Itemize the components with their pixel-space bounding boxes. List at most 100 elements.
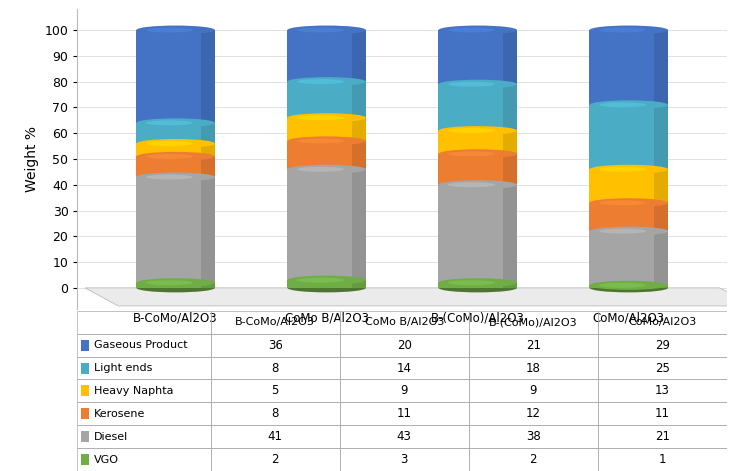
Bar — [503, 130, 517, 154]
Bar — [80, 431, 89, 442]
Bar — [503, 283, 517, 288]
Ellipse shape — [590, 25, 668, 34]
Bar — [210, 334, 339, 357]
Bar — [352, 81, 366, 118]
Bar — [210, 311, 339, 334]
Bar — [590, 169, 668, 203]
Bar — [469, 380, 598, 402]
Bar — [598, 334, 727, 357]
Text: Diesel: Diesel — [94, 432, 128, 442]
Ellipse shape — [438, 25, 517, 34]
Bar — [598, 311, 727, 334]
Bar — [201, 123, 215, 144]
Bar — [598, 357, 727, 380]
Ellipse shape — [137, 118, 215, 127]
Ellipse shape — [146, 280, 193, 285]
Text: 2: 2 — [272, 453, 279, 466]
Ellipse shape — [287, 165, 366, 174]
Bar — [210, 402, 339, 425]
Y-axis label: Weight %: Weight % — [25, 126, 39, 192]
Bar — [590, 30, 668, 105]
Text: CoMo B/Al2O3: CoMo B/Al2O3 — [365, 317, 444, 327]
Bar — [210, 425, 339, 448]
Ellipse shape — [297, 138, 344, 143]
Polygon shape — [85, 288, 738, 306]
Bar — [137, 144, 215, 156]
Ellipse shape — [590, 198, 668, 207]
Text: 13: 13 — [655, 384, 670, 398]
Ellipse shape — [599, 229, 646, 234]
Text: VGO: VGO — [94, 455, 119, 464]
Bar — [77, 402, 210, 425]
Ellipse shape — [438, 149, 517, 158]
Bar — [137, 123, 215, 144]
Ellipse shape — [297, 278, 344, 283]
Ellipse shape — [137, 152, 215, 161]
Text: 1: 1 — [658, 453, 666, 466]
Text: 38: 38 — [526, 430, 541, 443]
Bar — [77, 425, 210, 448]
Bar — [590, 231, 668, 285]
Bar — [590, 285, 668, 288]
Ellipse shape — [448, 280, 495, 285]
Bar — [654, 169, 668, 203]
Bar — [339, 334, 469, 357]
Ellipse shape — [448, 128, 495, 133]
Ellipse shape — [599, 283, 646, 288]
Ellipse shape — [146, 175, 193, 179]
Ellipse shape — [137, 25, 215, 34]
Bar — [469, 311, 598, 334]
Ellipse shape — [137, 172, 215, 181]
Bar — [137, 177, 215, 283]
Text: 3: 3 — [401, 453, 408, 466]
Ellipse shape — [146, 121, 193, 125]
Text: 9: 9 — [530, 384, 537, 398]
Bar — [201, 30, 215, 123]
Text: 25: 25 — [655, 362, 670, 374]
Ellipse shape — [146, 154, 193, 159]
Bar — [287, 169, 366, 280]
Bar — [210, 380, 339, 402]
Ellipse shape — [448, 28, 495, 32]
Bar — [137, 156, 215, 177]
Ellipse shape — [137, 278, 215, 287]
Bar — [598, 448, 727, 471]
Bar — [654, 231, 668, 285]
Bar — [654, 285, 668, 288]
Bar — [598, 425, 727, 448]
Bar — [503, 84, 517, 130]
Text: 5: 5 — [272, 384, 279, 398]
Bar — [590, 105, 668, 169]
Text: Gaseous Product: Gaseous Product — [94, 340, 187, 350]
Ellipse shape — [448, 81, 495, 87]
Ellipse shape — [599, 102, 646, 107]
Ellipse shape — [438, 180, 517, 189]
Bar — [598, 380, 727, 402]
Ellipse shape — [137, 284, 215, 292]
Text: 8: 8 — [272, 407, 279, 420]
Text: 14: 14 — [397, 362, 412, 374]
Ellipse shape — [297, 115, 344, 120]
Ellipse shape — [590, 165, 668, 174]
Ellipse shape — [438, 278, 517, 287]
Ellipse shape — [599, 200, 646, 205]
Bar — [598, 402, 727, 425]
Bar — [80, 340, 89, 351]
Bar — [287, 118, 366, 141]
Bar — [438, 130, 517, 154]
Ellipse shape — [297, 28, 344, 32]
Text: CoMo/Al2O3: CoMo/Al2O3 — [628, 317, 697, 327]
Bar — [201, 177, 215, 283]
Ellipse shape — [287, 25, 366, 34]
Bar — [339, 402, 469, 425]
Bar — [137, 283, 215, 288]
Text: B-CoMo/Al2O3: B-CoMo/Al2O3 — [235, 317, 315, 327]
Text: B-(CoMo)/Al2O3: B-(CoMo)/Al2O3 — [489, 317, 578, 327]
Bar — [352, 280, 366, 288]
Ellipse shape — [146, 28, 193, 32]
Bar — [201, 144, 215, 156]
Bar — [654, 105, 668, 169]
Ellipse shape — [448, 151, 495, 156]
Bar — [438, 283, 517, 288]
Text: 36: 36 — [268, 339, 283, 352]
